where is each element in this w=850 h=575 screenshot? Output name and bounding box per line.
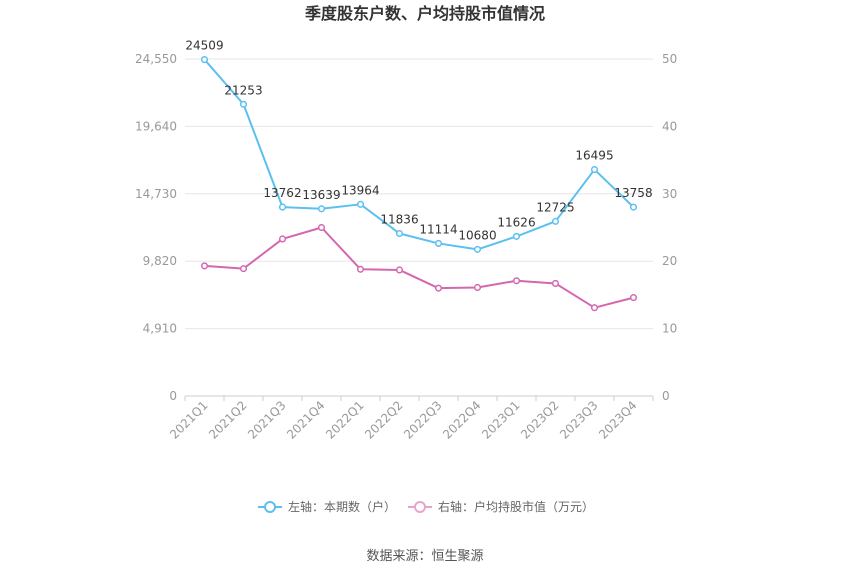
data-label: 10680 — [458, 228, 496, 242]
data-point-left[interactable] — [356, 200, 365, 208]
x-tick-label: 2023Q2 — [518, 398, 562, 442]
data-point-right[interactable] — [200, 262, 209, 270]
right-tick-label: 50 — [662, 52, 677, 66]
data-point-right[interactable] — [629, 294, 638, 302]
legend-label-left: 左轴：本期数（户） — [288, 499, 396, 514]
left-tick-label: 4,910 — [143, 322, 177, 336]
right-tick-label: 10 — [662, 322, 677, 336]
data-point-left[interactable] — [200, 56, 209, 64]
series-line-right — [204, 226, 634, 309]
x-tick-label: 2021Q2 — [206, 398, 250, 442]
data-point-right[interactable] — [473, 283, 482, 292]
x-tick-label: 2022Q1 — [323, 398, 367, 442]
data-point-right[interactable] — [551, 279, 560, 287]
data-label: 13758 — [614, 186, 652, 200]
right-axis: 0 10 20 30 40 50 — [662, 52, 677, 403]
data-point-left[interactable] — [239, 100, 248, 108]
x-tick-label: 2021Q4 — [284, 398, 328, 442]
data-label: 13762 — [263, 186, 301, 200]
data-point-right[interactable] — [395, 266, 404, 274]
legend-marker-right — [414, 501, 426, 513]
data-point-right[interactable] — [356, 265, 365, 273]
right-tick-label: 30 — [662, 187, 677, 201]
left-tick-label: 0 — [169, 389, 177, 403]
left-tick-label: 24,550 — [135, 52, 177, 66]
data-point-left[interactable] — [317, 205, 326, 213]
data-label: 21253 — [224, 83, 262, 97]
left-tick-label: 9,820 — [143, 254, 177, 268]
legend[interactable]: 左轴：本期数（户） 右轴：户均持股市值（万元） — [258, 499, 594, 514]
source-note: 数据来源：恒生聚源 — [366, 549, 483, 564]
data-label: 24509 — [185, 39, 223, 53]
legend-marker-left — [264, 501, 276, 513]
x-tick-label: 2022Q2 — [362, 398, 406, 442]
data-point-left[interactable] — [590, 166, 599, 174]
right-tick-label: 20 — [662, 254, 677, 268]
data-point-left[interactable] — [551, 217, 560, 225]
data-label: 13639 — [302, 188, 340, 202]
data-point-left[interactable] — [395, 229, 404, 238]
series-line-left — [203, 58, 635, 251]
x-tick-label: 2021Q1 — [167, 398, 211, 442]
data-point-right[interactable] — [278, 235, 287, 243]
x-tick-label: 2023Q3 — [557, 398, 601, 442]
data-label: 11626 — [497, 215, 535, 229]
x-tick-label: 2023Q1 — [479, 398, 523, 442]
left-axis: 0 4,910 9,820 14,730 19,640 24,550 — [135, 52, 177, 403]
data-point-left[interactable] — [473, 245, 482, 253]
data-point-right[interactable] — [590, 304, 599, 312]
data-point-left[interactable] — [512, 232, 521, 240]
data-point-left[interactable] — [629, 203, 638, 211]
legend-label-right: 右轴：户均持股市值（万元） — [438, 499, 594, 514]
chart-title: 季度股东户数、户均持股市值情况 — [304, 4, 545, 23]
legend-item-right[interactable]: 右轴：户均持股市值（万元） — [408, 499, 594, 514]
x-tick-label: 2022Q3 — [401, 398, 445, 442]
left-tick-label: 19,640 — [135, 119, 177, 133]
x-tick-label: 2021Q3 — [245, 398, 289, 442]
data-point-left[interactable] — [278, 203, 287, 211]
data-point-right[interactable] — [317, 223, 326, 232]
data-point-right[interactable] — [239, 265, 248, 273]
x-axis: 2021Q12021Q22021Q32021Q42022Q12022Q22022… — [167, 396, 654, 442]
x-tick-label: 2023Q4 — [596, 398, 640, 442]
right-tick-label: 40 — [662, 119, 677, 133]
data-label: 11114 — [419, 222, 457, 236]
right-tick-label: 0 — [662, 389, 670, 403]
x-tick-label: 2022Q4 — [440, 398, 484, 442]
data-label: 13964 — [341, 183, 379, 197]
legend-item-left[interactable]: 左轴：本期数（户） — [258, 499, 396, 514]
left-tick-label: 14,730 — [135, 187, 177, 201]
data-point-right[interactable] — [512, 277, 521, 285]
data-point-right[interactable] — [434, 284, 443, 292]
data-label: 11836 — [380, 213, 418, 227]
data-label: 16495 — [575, 149, 613, 163]
data-point-left[interactable] — [434, 239, 443, 247]
data-label: 12725 — [536, 200, 574, 214]
